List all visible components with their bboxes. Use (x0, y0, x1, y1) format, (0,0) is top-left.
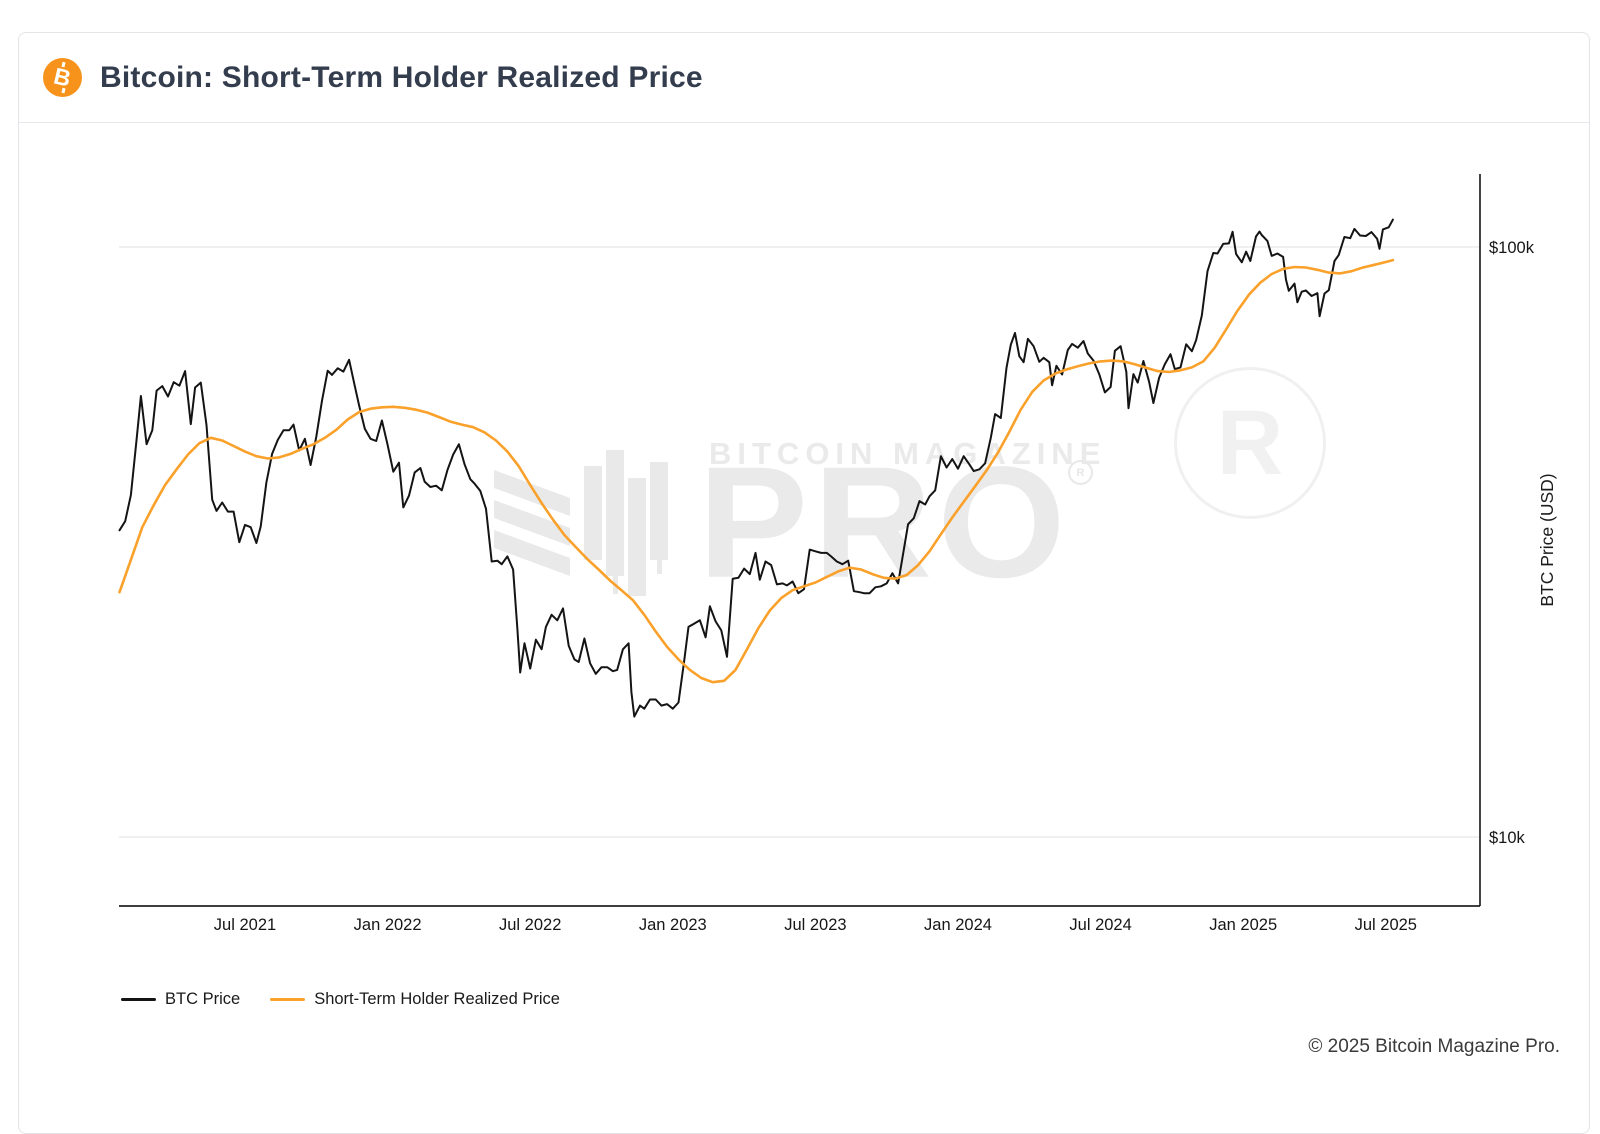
x-tick-label: Jul 2021 (214, 916, 276, 934)
y-tick-label: $100k (1489, 239, 1535, 257)
x-tick-label: Jan 2022 (354, 916, 422, 934)
chart-legend: BTC Price Short-Term Holder Realized Pri… (121, 990, 590, 1009)
x-tick-label: Jul 2025 (1355, 916, 1417, 934)
y-tick-label: $10k (1489, 829, 1526, 847)
sth-realized-price-line[interactable] (118, 258, 1395, 684)
x-tick-label: Jul 2024 (1069, 916, 1131, 934)
y-axis-title: BTC Price (USD) (1537, 473, 1557, 606)
legend-label: Short-Term Holder Realized Price (314, 990, 560, 1008)
legend-item-sth-realized-price[interactable]: Short-Term Holder Realized Price (270, 990, 560, 1009)
btc-price-swatch (121, 998, 156, 1001)
card-header: B Bitcoin: Short-Term Holder Realized Pr… (19, 33, 1589, 123)
legend-label: BTC Price (165, 990, 241, 1008)
legend-item-btc-price[interactable]: BTC Price (121, 990, 240, 1009)
x-tick-label: Jan 2023 (639, 916, 707, 934)
copyright-note: © 2025 Bitcoin Magazine Pro. (1308, 1036, 1560, 1057)
bitcoin-icon: B (43, 58, 82, 97)
x-tick-label: Jan 2024 (924, 916, 992, 934)
price-chart-plot-area[interactable]: $100k $10k Jul 2021 Jan 2022 Jul 2022 Jan 202… (0, 0, 1600, 1080)
btc-price-line[interactable] (118, 218, 1394, 718)
x-tick-label: Jan 2025 (1209, 916, 1277, 934)
x-tick-label: Jul 2022 (499, 916, 561, 934)
sth-realized-price-swatch (270, 998, 306, 1001)
x-tick-label: Jul 2023 (784, 916, 846, 934)
page-title: Bitcoin: Short-Term Holder Realized Pric… (100, 60, 703, 94)
